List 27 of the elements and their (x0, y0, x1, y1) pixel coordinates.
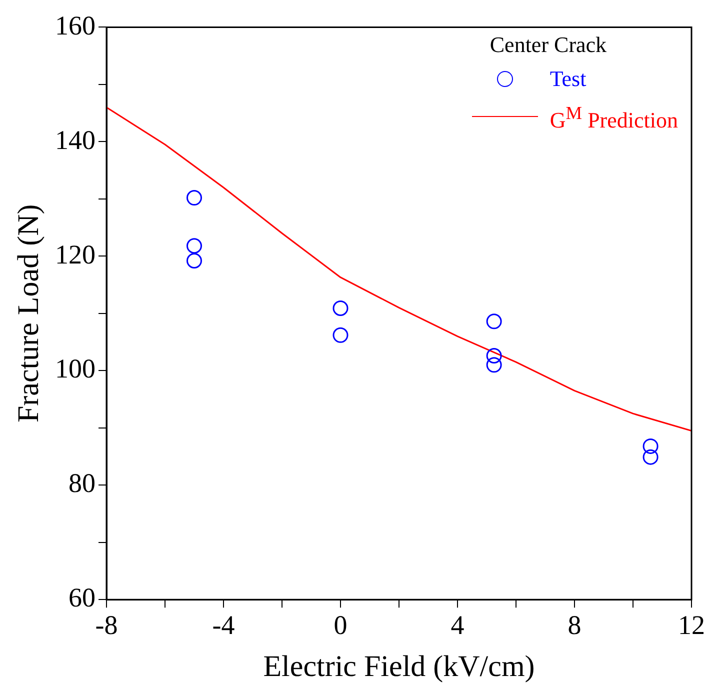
point (486, 348, 502, 364)
x-axis-title: Electric Field (kV/cm) (263, 650, 535, 683)
x-tick-label: 4 (450, 610, 465, 640)
point (642, 449, 658, 465)
legend-label: Test (550, 65, 586, 93)
x-tick-label: 8 (568, 610, 582, 640)
y-tick-label: 160 (55, 10, 96, 40)
y-tick-label: 140 (55, 124, 96, 155)
point (186, 190, 202, 206)
y-axis-title: Fracture Load (N) (12, 204, 45, 423)
point (186, 252, 202, 268)
point (332, 327, 348, 343)
legend-label: G$^{M}$ Prediction (550, 102, 678, 134)
legend-title: Center Crack (490, 31, 608, 59)
x-tick-label: 0 (334, 610, 348, 640)
y-tick-label: 60 (68, 582, 96, 613)
point (486, 357, 502, 373)
point (186, 238, 202, 254)
point (332, 300, 348, 316)
x-tick-label: 12 (678, 610, 705, 640)
x-tick-label: -8 (95, 610, 118, 640)
x-tick-label: -4 (212, 610, 236, 640)
y-tick-label: 80 (68, 468, 96, 498)
point (642, 438, 658, 454)
y-tick-label: 100 (55, 354, 96, 384)
point (486, 314, 502, 330)
y-tick-label: 120 (55, 239, 96, 270)
